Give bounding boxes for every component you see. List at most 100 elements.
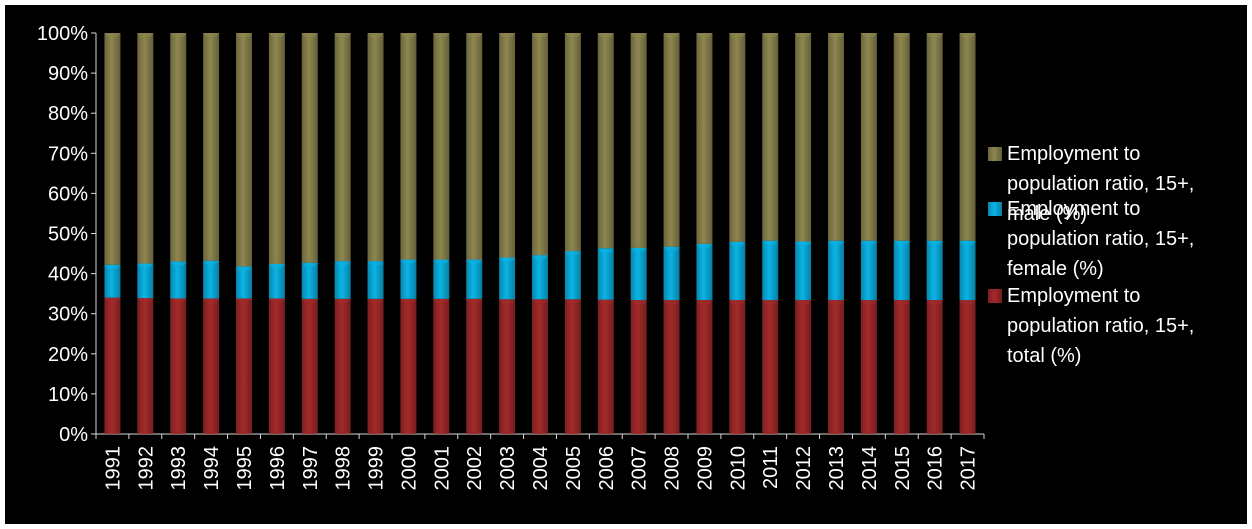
bar-total <box>795 300 812 434</box>
x-tick-label: 1994 <box>201 446 223 491</box>
bar-female <box>104 264 121 298</box>
bar-female <box>433 259 450 299</box>
x-tick-label: 2002 <box>464 446 486 491</box>
bar-cap <box>104 297 121 302</box>
bar-female <box>762 240 779 301</box>
bar-male <box>663 33 680 247</box>
bar-cap <box>137 263 154 268</box>
bar-cap <box>301 33 318 37</box>
x-tick-label: 2006 <box>596 446 618 491</box>
bar-cap <box>663 246 680 251</box>
bar-total <box>367 298 384 434</box>
bar-total <box>236 298 252 434</box>
bar-cap <box>367 298 384 303</box>
bar-cap <box>729 300 746 305</box>
bar-cap <box>564 299 581 304</box>
bar-female <box>860 240 877 301</box>
bar-cap <box>301 262 318 267</box>
bar-cap <box>170 298 187 303</box>
bar-male <box>564 33 581 252</box>
bar-cap <box>104 33 121 37</box>
bar-cap <box>597 33 614 37</box>
bar-cap <box>597 299 614 304</box>
bar-cap <box>828 240 844 245</box>
bar-cap <box>959 240 976 245</box>
bar-cap <box>367 261 384 266</box>
bar-cap <box>762 33 779 37</box>
y-tick-label: 60% <box>48 183 88 205</box>
bar-female <box>236 266 252 299</box>
y-tick-label: 100% <box>37 23 88 45</box>
bar-male <box>499 33 516 258</box>
bar-cap <box>729 241 746 246</box>
bar-male <box>466 33 483 260</box>
bar-total <box>499 299 516 434</box>
x-tick-label: 2016 <box>925 446 947 491</box>
bar-cap <box>860 300 877 305</box>
bar-total <box>860 300 877 434</box>
bar-cap <box>926 240 943 245</box>
bar-female <box>170 261 187 299</box>
bar-female <box>400 259 417 299</box>
x-tick-label: 1995 <box>234 446 256 491</box>
bar-cap <box>564 33 581 37</box>
bar-cap <box>268 263 285 268</box>
x-tick-label: 2011 <box>760 446 782 489</box>
legend-label: Employment to population ratio, 15+, male … <box>1007 143 1194 225</box>
x-tick-label: 2008 <box>662 446 684 491</box>
bar-cap <box>630 247 647 252</box>
bar-total <box>433 298 450 434</box>
bar-cap <box>203 260 220 265</box>
legend-line: Employment to <box>1007 143 1140 165</box>
bar-total <box>466 298 483 434</box>
bar-male <box>729 33 746 242</box>
bar-cap <box>959 300 976 305</box>
bar-male <box>893 33 910 241</box>
y-tick-label: 10% <box>48 384 88 406</box>
bar-female <box>564 251 581 300</box>
bar-male <box>400 33 417 260</box>
bar-female <box>499 257 516 300</box>
legend-label: Employment to population ratio, 15+, femal… <box>1007 198 1194 280</box>
legend-line: Employment to <box>1007 285 1140 307</box>
bar-cap <box>334 298 351 303</box>
bar-cap <box>696 300 713 305</box>
bar-total <box>630 300 647 434</box>
y-tick-label: 80% <box>48 103 88 125</box>
bar-cap <box>729 33 746 37</box>
bar-female <box>466 259 483 299</box>
bar-total <box>729 300 746 434</box>
y-tick-label: 0% <box>59 424 88 446</box>
x-tick-label: 2015 <box>892 446 914 491</box>
x-tick-label: 2010 <box>727 446 749 491</box>
bar-cap <box>532 33 548 37</box>
bar-male <box>137 33 154 264</box>
bar-female <box>729 241 746 301</box>
bar-cap <box>170 261 187 266</box>
bar-cap <box>663 33 680 37</box>
bar-cap <box>334 33 351 37</box>
bar-cap <box>630 300 647 305</box>
bar-male <box>104 33 121 265</box>
bar-total <box>959 300 976 434</box>
bar-total <box>532 299 548 434</box>
bar-cap <box>499 299 516 304</box>
bar-total <box>597 299 614 434</box>
bar-total <box>137 298 154 434</box>
bar-total <box>828 300 844 434</box>
bar-cap <box>860 240 877 245</box>
bar-female <box>532 255 548 300</box>
bar-cap <box>499 257 516 262</box>
bar-total <box>104 297 121 434</box>
bar-cap <box>499 33 516 37</box>
bar-total <box>301 298 318 434</box>
bar-female <box>828 240 844 301</box>
bar-total <box>203 298 220 434</box>
bar-cap <box>893 300 910 305</box>
bar-cap <box>466 298 483 303</box>
bar-male <box>597 33 614 249</box>
bar-cap <box>795 300 812 305</box>
bar-total <box>170 298 187 434</box>
bar-cap <box>433 33 450 37</box>
